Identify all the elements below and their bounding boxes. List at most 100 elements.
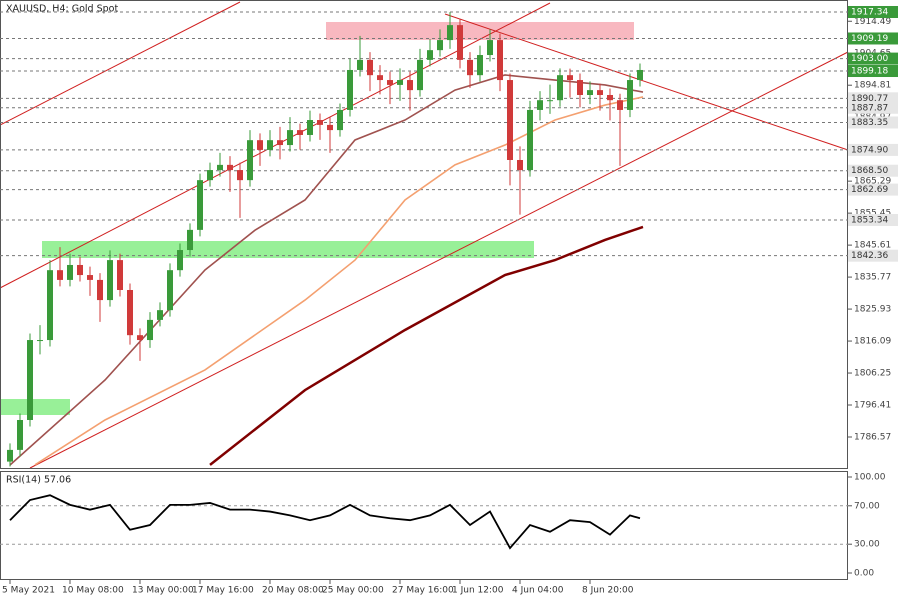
moving-average bbox=[209, 225, 644, 466]
moving-average bbox=[34, 96, 644, 466]
candle-body bbox=[17, 419, 23, 450]
candle-body bbox=[217, 164, 223, 171]
level-label: 1890.77 bbox=[851, 94, 888, 104]
candle-body bbox=[367, 59, 373, 76]
candle-body bbox=[497, 40, 503, 81]
candle-body bbox=[97, 279, 103, 301]
candle-body bbox=[537, 100, 543, 110]
trend-line bbox=[29, 51, 849, 469]
candle-body bbox=[397, 80, 403, 85]
y-tick-label: 1894.81 bbox=[854, 81, 891, 91]
level-label-box bbox=[848, 65, 898, 78]
level-label: 1909.19 bbox=[851, 34, 888, 44]
candle-body bbox=[57, 270, 63, 280]
support-zone bbox=[0, 399, 70, 415]
candle-body bbox=[207, 170, 213, 181]
candle-body bbox=[387, 80, 393, 85]
level-label-box bbox=[848, 5, 898, 18]
candle-body bbox=[267, 140, 273, 150]
candle-body bbox=[167, 270, 173, 311]
candle-body bbox=[237, 170, 243, 181]
y-tick-label: 1865.29 bbox=[854, 177, 891, 187]
x-tick-label: 13 May 00:00 bbox=[132, 586, 194, 596]
x-tick-label: 27 May 16:00 bbox=[392, 586, 454, 596]
candle-body bbox=[407, 80, 413, 91]
candle-body bbox=[257, 140, 263, 150]
level-label: 1862.69 bbox=[851, 185, 888, 195]
x-tick-label: 4 Jun 04:00 bbox=[512, 586, 564, 596]
candle-body bbox=[447, 25, 453, 41]
level-label-box bbox=[848, 249, 898, 262]
level-label: 1887.87 bbox=[851, 103, 888, 113]
y-tick-label: 30.00 bbox=[854, 540, 880, 550]
candle-body bbox=[277, 140, 283, 146]
rsi-panel bbox=[0, 471, 848, 580]
candle-body bbox=[467, 59, 473, 76]
y-tick-label: 100.00 bbox=[854, 473, 886, 483]
candle-body bbox=[607, 94, 613, 101]
rsi-title: RSI(14) 57.06 bbox=[6, 475, 71, 486]
candle-body bbox=[77, 264, 83, 276]
y-tick-label: 1786.57 bbox=[854, 432, 891, 442]
x-tick-label: 1 Jun 12:00 bbox=[452, 586, 504, 596]
x-tick-label: 25 May 00:00 bbox=[322, 586, 384, 596]
candle-body bbox=[287, 130, 293, 146]
candle-body bbox=[547, 100, 553, 102]
level-label: 1917.34 bbox=[851, 7, 888, 17]
level-label: 1853.34 bbox=[851, 215, 888, 225]
level-label: 1874.90 bbox=[851, 145, 888, 155]
candle-body bbox=[487, 40, 493, 56]
candle-body bbox=[517, 159, 523, 171]
y-tick-label: 70.00 bbox=[854, 501, 880, 511]
level-label-box bbox=[848, 183, 898, 196]
annotations bbox=[0, 1, 849, 469]
support-zone bbox=[42, 241, 534, 258]
candle-body bbox=[557, 75, 563, 101]
trend-line bbox=[444, 13, 849, 151]
candle-body bbox=[127, 289, 133, 336]
x-tick-label: 20 May 08:00 bbox=[262, 586, 324, 596]
candle-body bbox=[187, 229, 193, 251]
candle-body bbox=[507, 80, 513, 160]
candle-body bbox=[477, 55, 483, 76]
candle-body bbox=[147, 319, 153, 341]
level-label: 1868.50 bbox=[851, 166, 888, 176]
candle-body bbox=[27, 340, 33, 420]
level-label: 1883.35 bbox=[851, 118, 888, 128]
candle-body bbox=[297, 130, 303, 135]
candle-body bbox=[117, 260, 123, 290]
candle-body bbox=[417, 59, 423, 91]
x-tick-label: 5 May 2021 bbox=[2, 586, 55, 596]
candle-body bbox=[307, 120, 313, 135]
candle-body bbox=[527, 109, 533, 171]
candle-body bbox=[37, 340, 43, 342]
resistance-zone bbox=[326, 22, 634, 40]
rsi-line bbox=[9, 494, 641, 550]
candle-body bbox=[137, 335, 143, 341]
moving-average bbox=[9, 74, 644, 466]
candle-body bbox=[457, 25, 463, 60]
candle-body bbox=[597, 90, 603, 95]
level-label-box bbox=[848, 213, 898, 226]
y-tick-label: 1855.45 bbox=[854, 209, 891, 219]
candle-body bbox=[577, 80, 583, 95]
candle-body bbox=[47, 270, 53, 341]
y-tick-label: 1806.25 bbox=[854, 369, 891, 379]
y-tick-label: 1796.41 bbox=[854, 401, 891, 411]
level-label-box bbox=[848, 164, 898, 177]
level-label: 1903.00 bbox=[851, 54, 888, 64]
level-label-box bbox=[848, 92, 898, 105]
candle-body bbox=[317, 120, 323, 125]
candle-body bbox=[357, 59, 363, 70]
level-label-box bbox=[848, 143, 898, 156]
candle-body bbox=[107, 260, 113, 301]
candle-body bbox=[567, 75, 573, 81]
candle-body bbox=[427, 50, 433, 60]
candle-body bbox=[337, 109, 343, 131]
level-label-box bbox=[848, 116, 898, 129]
level-label-box bbox=[848, 32, 898, 45]
candle-body bbox=[627, 80, 633, 110]
candle-body bbox=[157, 310, 163, 320]
candle-body bbox=[347, 69, 353, 110]
